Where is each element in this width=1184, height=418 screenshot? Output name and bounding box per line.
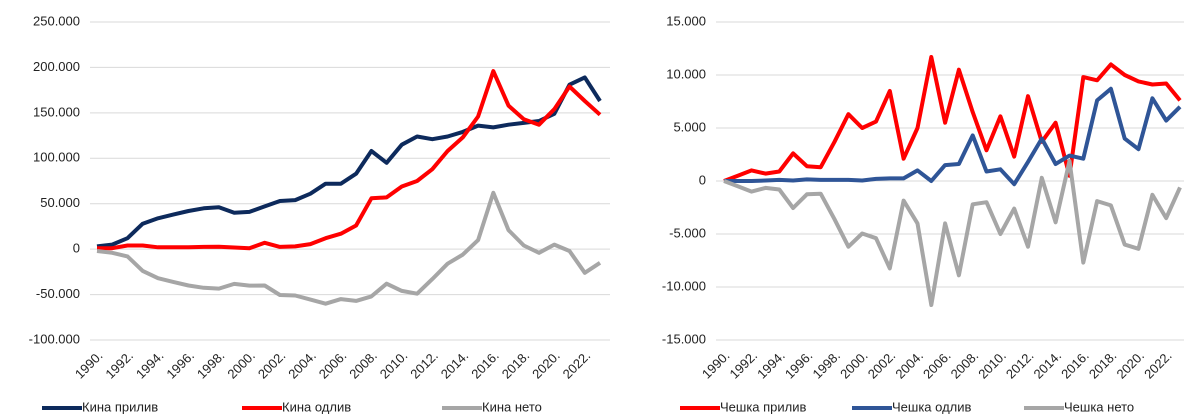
x-tick-label: 1994.	[133, 348, 167, 382]
x-tick-label: 2010.	[975, 348, 1009, 382]
x-tick-label: 2006.	[316, 348, 350, 382]
legend-label: Кина прилив	[82, 399, 158, 414]
y-tick-label: 50.000	[40, 195, 80, 210]
x-tick-label: 2014.	[1031, 348, 1065, 382]
y-tick-label: -100.000	[29, 331, 80, 346]
x-tick-label: 2006.	[920, 348, 954, 382]
line-series	[723, 55, 1182, 183]
line-series	[723, 158, 1182, 307]
x-tick-label: 1992.	[727, 348, 761, 382]
x-tick-label: 2018.	[499, 348, 533, 382]
x-tick-label: 2002.	[865, 348, 899, 382]
line-series	[724, 86, 1182, 187]
y-tick-label: 200.000	[33, 59, 80, 74]
line-series	[96, 75, 602, 249]
x-tick-label: 2018.	[1086, 348, 1120, 382]
y-tick-label: 0	[699, 172, 706, 187]
x-tick-label: 2004.	[285, 348, 319, 382]
x-tick-label: 2000.	[224, 348, 258, 382]
x-tick-label: 1998.	[809, 348, 843, 382]
x-tick-label: 2008.	[346, 348, 380, 382]
x-tick-label: 2010.	[377, 348, 411, 382]
y-tick-label: 5.000	[673, 119, 706, 134]
x-tick-label: 1996.	[782, 348, 816, 382]
x-tick-label: 2016.	[468, 348, 502, 382]
y-tick-label: -15.000	[662, 331, 706, 346]
legend-label: Кина нето	[482, 399, 542, 414]
x-tick-label: 2014.	[438, 348, 472, 382]
y-tick-label: 0	[73, 241, 80, 256]
x-tick-label: 2020.	[1113, 348, 1147, 382]
x-tick-label: 2020.	[529, 348, 563, 382]
x-tick-label: 2012.	[407, 348, 441, 382]
line-series	[96, 190, 602, 306]
legend-label: Кина одлив	[282, 399, 351, 414]
x-tick-label: 1990.	[72, 348, 106, 382]
x-tick-label: 1996.	[163, 348, 197, 382]
x-tick-label: 1994.	[754, 348, 788, 382]
x-tick-label: 2008.	[948, 348, 982, 382]
x-tick-label: 2004.	[892, 348, 926, 382]
x-tick-label: 2016.	[1058, 348, 1092, 382]
y-tick-label: -50.000	[36, 286, 80, 301]
x-tick-label: 1990.	[699, 348, 733, 382]
y-tick-label: 10.000	[666, 66, 706, 81]
line-series	[97, 69, 602, 251]
y-tick-label: -5.000	[669, 225, 706, 240]
legend-label: Чешка нето	[1064, 399, 1134, 414]
y-tick-label: 150.000	[33, 104, 80, 119]
x-tick-label: 2012.	[1003, 348, 1037, 382]
y-tick-label: -10.000	[662, 278, 706, 293]
x-tick-label: 2002.	[255, 348, 289, 382]
x-tick-label: 2022.	[560, 348, 594, 382]
y-tick-label: 100.000	[33, 150, 80, 165]
y-tick-label: 250.000	[33, 13, 80, 28]
x-tick-label: 2000.	[837, 348, 871, 382]
legend-label: Чешка прилив	[720, 399, 807, 414]
x-tick-label: 2022.	[1141, 348, 1175, 382]
legend-label: Чешка одлив	[892, 399, 972, 414]
x-tick-label: 1992.	[102, 348, 136, 382]
x-tick-label: 1998.	[194, 348, 228, 382]
y-tick-label: 15.000	[666, 13, 706, 28]
